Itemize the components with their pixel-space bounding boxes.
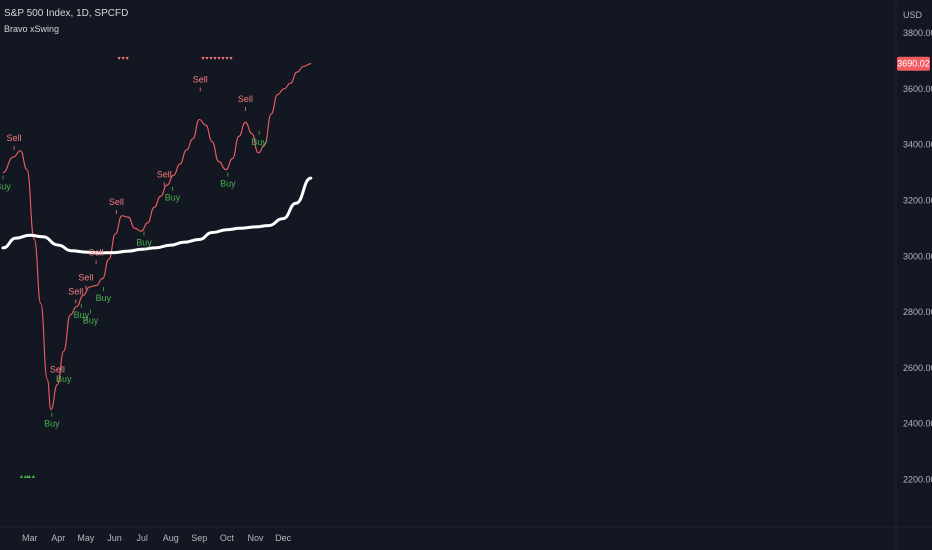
x-tick-label: Apr (51, 533, 65, 543)
buy-signal-label: Buy (220, 179, 236, 189)
price-line (2, 63, 312, 411)
last-price-label: 3690.02 (897, 59, 930, 69)
y-tick-label: 3200.00 (903, 195, 932, 205)
sell-signal-label: Sell (238, 94, 253, 104)
x-tick-label: May (77, 533, 95, 543)
sell-signal-label: Sell (50, 365, 65, 375)
buy-signal-label: Buy (56, 374, 72, 384)
buy-shape-marker (19, 475, 24, 478)
buy-shape-marker (23, 475, 28, 478)
y-tick-label: 2600.00 (903, 363, 932, 373)
x-tick-label: Mar (22, 533, 38, 543)
price-axis[interactable]: 2200.00 2400.00 2600.00 2800.00 3000.00 3200.… (903, 28, 932, 485)
sell-shape-marker (225, 57, 229, 60)
symbol-legend[interactable]: S&P 500 Index, 1D, SPCFD (4, 8, 129, 19)
x-tick-label: Jul (136, 533, 148, 543)
sell-shape-marker (229, 57, 233, 60)
buy-shape-marker (31, 475, 36, 478)
sell-shape-marker (213, 57, 217, 60)
signal-labels: SellBuyBuySellBuySellBuySellBuySellBuySe… (0, 74, 267, 428)
y-tick-label: 3600.00 (903, 84, 932, 94)
sell-signal-label: Sell (157, 169, 172, 179)
sell-signal-label: Sell (7, 133, 22, 143)
buy-signal-label: Buy (96, 293, 112, 303)
sell-shape-marker (121, 57, 125, 60)
sell-signal-label: Sell (78, 273, 93, 283)
buy-signal-label: Buy (136, 237, 152, 247)
x-tick-label: Oct (220, 533, 235, 543)
sell-shape-marker (201, 57, 205, 60)
y-tick-label: 3000.00 (903, 251, 932, 261)
last-price-tag-bg (897, 56, 930, 71)
y-tick-label: 2400.00 (903, 419, 932, 429)
x-tick-label: Aug (163, 533, 179, 543)
y-tick-label: 3400.00 (903, 140, 932, 150)
y-tick-label: 3800.00 (903, 28, 932, 38)
sell-shape-marker (117, 57, 121, 60)
buy-signal-label: Buy (83, 315, 99, 325)
moving-average-line (1, 176, 313, 255)
sell-signal-label: Sell (193, 74, 208, 84)
buy-shape-marker (26, 475, 30, 478)
shape-markers (19, 57, 233, 478)
x-tick-label: Sep (191, 533, 207, 543)
currency-label[interactable]: USD (902, 10, 922, 20)
plot-area (1, 63, 313, 411)
buy-signal-label: Buy (0, 182, 11, 192)
y-tick-label: 2200.00 (903, 475, 932, 485)
x-tick-label: Dec (275, 533, 292, 543)
sell-shape-marker (205, 57, 209, 60)
x-tick-label: Nov (247, 533, 264, 543)
sell-signal-label: Sell (89, 247, 104, 257)
sell-shape-marker (209, 57, 213, 60)
sell-shape-marker (125, 57, 129, 60)
sell-shape-marker (217, 57, 221, 60)
sell-signal-label: Sell (68, 286, 83, 296)
buy-signal-label: Buy (44, 419, 60, 429)
y-tick-label: 2800.00 (903, 307, 932, 317)
buy-signal-label: Buy (251, 137, 267, 147)
sell-shape-marker (221, 57, 225, 60)
time-axis[interactable]: Mar Apr May Jun Jul Aug Sep Oct Nov Dec (22, 533, 292, 543)
last-price-tag: 3690.02 (897, 56, 930, 71)
buy-signal-label: Buy (165, 193, 181, 203)
x-tick-label: Jun (107, 533, 122, 543)
buy-signal-label: Buy (74, 310, 90, 320)
indicator-legend[interactable]: Bravo xSwing (4, 24, 60, 34)
sell-signal-label: Sell (109, 197, 124, 207)
